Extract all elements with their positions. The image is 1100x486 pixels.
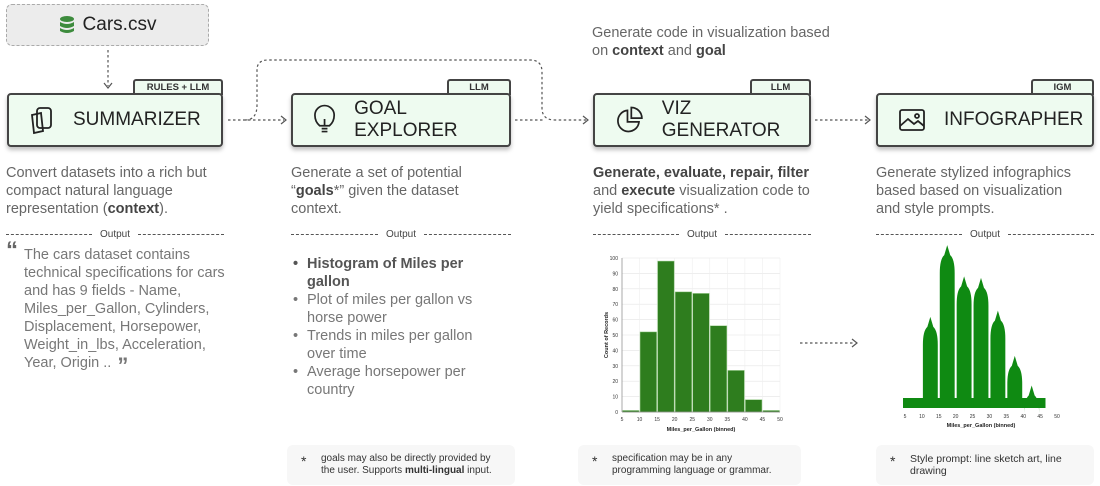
goal-explorer-tag: LLM — [447, 79, 511, 95]
x-tick-label: 25 — [689, 417, 695, 423]
clipboard-icon — [31, 107, 52, 135]
database-icon — [59, 16, 74, 33]
x-tick-label: 40 — [1020, 414, 1026, 420]
goal-explorer-description: Generate a set of potential “goals*” giv… — [291, 165, 462, 217]
y-tick-label: 60 — [612, 318, 618, 324]
goal-explorer-module[interactable]: GOAL EXPLORER — [291, 93, 511, 147]
y-tick-label: 20 — [612, 379, 618, 385]
y-axis-title: Count of Records — [604, 312, 610, 358]
x-tick-label: 10 — [919, 414, 925, 420]
x-axis-title: Miles_per_Gallon (binned) — [947, 423, 1016, 429]
x-tick-label: 45 — [1037, 414, 1043, 420]
x-tick-label: 50 — [777, 417, 783, 423]
y-tick-label: 90 — [612, 271, 618, 277]
x-tick-label: 45 — [760, 417, 766, 423]
histogram-bar — [727, 370, 745, 413]
goal-item: Trends in miles per gallon over time — [293, 327, 503, 363]
histogram-bar — [710, 325, 728, 413]
output-divider: Output — [593, 227, 811, 241]
y-tick-label: 10 — [612, 395, 618, 401]
infographic-tower — [956, 276, 972, 408]
viz-footnote: * specification may be in any programming… — [578, 445, 801, 485]
x-tick-label: 35 — [725, 417, 731, 423]
infographer-module[interactable]: INFOGRAPHER — [876, 93, 1094, 147]
x-tick-label: 5 — [904, 414, 907, 420]
infographic-image: 5 10 15 20 25 30 35 40 45 50 Miles_per_Gallon (bin… — [903, 245, 1060, 429]
y-tick-label: 40 — [612, 348, 618, 354]
stage-title: VIZ GENERATOR — [661, 98, 781, 141]
dataset-filename: Cars.csv — [82, 14, 157, 35]
y-tick-label: 30 — [612, 364, 618, 370]
x-axis-title: Miles_per_Gallon (binned) — [667, 427, 736, 433]
histogram-bar — [692, 293, 710, 413]
infographic-tower — [1024, 385, 1040, 414]
x-tick-label: 30 — [987, 414, 993, 420]
x-tick-label: 25 — [970, 414, 976, 420]
x-tick-label: 5 — [621, 417, 624, 423]
infographic-tower — [1007, 355, 1023, 408]
infographer-tag: IGM — [1031, 79, 1094, 95]
close-quote-icon: ” — [117, 353, 129, 378]
infographic-tower — [939, 245, 955, 408]
summarizer-module[interactable]: SUMMARIZER — [7, 93, 223, 147]
y-tick-label: 0 — [615, 410, 618, 416]
image-icon — [899, 109, 925, 131]
dataset-source[interactable]: Cars.csv — [6, 4, 209, 46]
infographer-footnote: * Style prompt: line sketch art, line dra… — [876, 445, 1094, 485]
y-tick-label: 100 — [610, 256, 619, 262]
viz-generator-module[interactable]: VIZ GENERATOR — [593, 93, 811, 147]
histogram-bar — [674, 291, 692, 413]
x-tick-label: 15 — [936, 414, 942, 420]
infographic-tower — [922, 316, 938, 408]
infographer-description: Generate stylized infographics based bas… — [876, 165, 1072, 217]
x-tick-label: 20 — [672, 417, 678, 423]
viz-generator-description: Generate, evaluate, repair, filter and e… — [593, 165, 810, 217]
summarizer-tag: RULES + LLM — [133, 79, 223, 95]
x-tick-label: 40 — [742, 417, 748, 423]
stage-title: INFOGRAPHER — [944, 109, 1084, 130]
output-divider: Output — [876, 227, 1094, 241]
goal-footnote: * goals may also be directly provided by … — [287, 445, 515, 485]
histogram-chart: 0 10 20 30 40 50 60 70 80 90 100 5 10 15 20 25 30 35 40 45 5… — [604, 256, 783, 433]
infographic-tower — [973, 277, 989, 408]
histogram-bar — [745, 399, 763, 413]
x-tick-label: 35 — [1004, 414, 1010, 420]
viz-top-note: Generate code in visualization based on … — [592, 25, 830, 59]
lightbulb-icon — [314, 104, 336, 133]
open-quote-icon: “ — [6, 237, 18, 264]
stage-title: SUMMARIZER — [73, 109, 201, 130]
x-tick-label: 30 — [707, 417, 713, 423]
infographic-tower — [990, 310, 1006, 408]
summarizer-description: Convert datasets into a rich but compact… — [6, 165, 207, 217]
goal-item: Plot of miles per gallon vs horse power — [293, 291, 503, 327]
histogram-bar — [657, 260, 675, 413]
pie-chart-icon — [617, 106, 643, 133]
summary-output: “ The cars dataset contains technical sp… — [6, 237, 225, 378]
y-tick-label: 80 — [612, 287, 618, 293]
x-tick-label: 15 — [654, 417, 660, 423]
output-divider: Output — [291, 227, 511, 241]
goal-item: Average horsepower per country — [293, 363, 503, 399]
y-tick-label: 70 — [612, 302, 618, 308]
x-tick-label: 10 — [637, 417, 643, 423]
viz-generator-tag: LLM — [750, 79, 811, 95]
stage-title: GOAL EXPLORER — [354, 98, 458, 141]
summarizer-to-viz-arrow — [244, 59, 586, 121]
histogram-bar — [639, 331, 657, 413]
x-tick-label: 50 — [1054, 414, 1060, 420]
output-divider: Output — [6, 227, 224, 241]
y-tick-label: 50 — [612, 333, 618, 339]
goals-list: Histogram of Miles per gallon Plot of mi… — [293, 255, 503, 399]
goal-item: Histogram of Miles per gallon — [293, 255, 503, 291]
x-tick-label: 20 — [953, 414, 959, 420]
